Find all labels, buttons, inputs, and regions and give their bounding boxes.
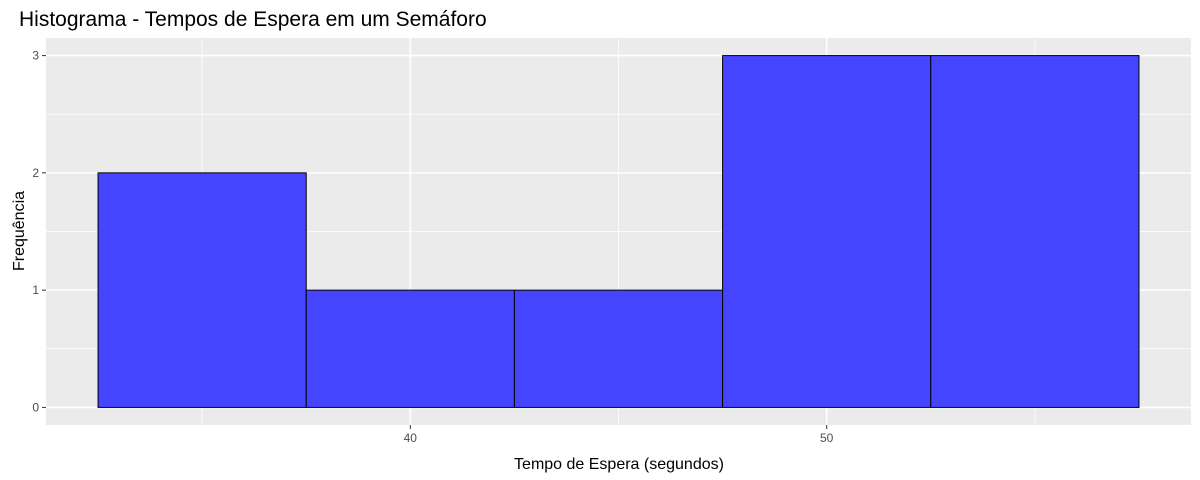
- y-axis-title: Frequência: [11, 191, 28, 271]
- y-tick-label-0: 0: [32, 400, 39, 414]
- y-tick-label-1: 1: [32, 283, 39, 297]
- histogram-bar-1: [305, 289, 515, 408]
- x-tick-label-1: 50: [820, 431, 834, 445]
- x-tick-label-0: 40: [404, 431, 418, 445]
- histogram-bar-0: [97, 172, 307, 408]
- x-axis-title: Tempo de Espera (segundos): [514, 456, 724, 473]
- chart-title: Histograma - Tempos de Espera em um Semá…: [19, 8, 487, 31]
- y-axis: 0 1 2 3: [32, 49, 46, 414]
- y-tick-label-2: 2: [32, 166, 39, 180]
- histogram-bar-4: [930, 55, 1140, 408]
- histogram-bars: [97, 55, 1140, 408]
- y-tick-label-3: 3: [32, 49, 39, 63]
- x-axis: 40 50: [404, 425, 834, 445]
- histogram-bar-2: [513, 289, 724, 408]
- histogram-bar-3: [722, 55, 932, 408]
